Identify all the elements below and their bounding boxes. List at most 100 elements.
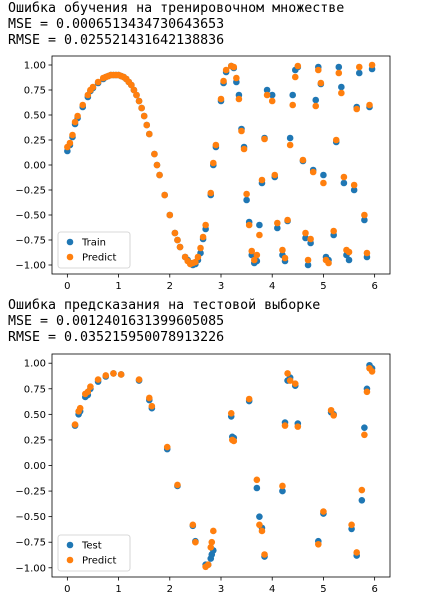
chart1-point-predict [309, 168, 317, 176]
chart2-point-test [358, 496, 366, 504]
chart1-point-predict [230, 63, 238, 71]
chart1-legend-label: Predict [82, 253, 117, 264]
chart1-point-predict [291, 73, 299, 81]
chart1-point-train [320, 171, 327, 179]
chart2-point-predict [163, 443, 171, 451]
chart2-point-test [361, 424, 368, 431]
chart2-y-tick-label: −0.75 [15, 538, 46, 549]
chart1-point-predict [217, 95, 225, 103]
chart2-point-predict [348, 521, 355, 529]
chart2-point-predict [294, 423, 302, 430]
chart2-point-predict [204, 561, 212, 569]
chart1-point-predict [128, 81, 135, 89]
chart1-series-predict [64, 61, 376, 268]
train-mse: MSE = 0.0006513434730643653 [8, 17, 225, 32]
chart1-point-predict [304, 256, 312, 264]
chart2-legend: Test Predict [57, 534, 131, 572]
chart2-point-predict [363, 388, 371, 396]
chart1-point-train [274, 224, 281, 232]
chart1-point-predict [235, 95, 243, 103]
chart2-y-tick-label: −0.50 [15, 512, 46, 523]
chart2-legend-marker [66, 541, 74, 549]
chart1-point-predict [332, 136, 340, 144]
chart2-legend-label: Predict [82, 556, 117, 567]
chart2-point-predict [84, 388, 92, 396]
chart2-point-predict [207, 544, 215, 551]
chart1-point-predict [69, 131, 76, 139]
chart1-y-tick-label: 0.75 [24, 86, 46, 97]
chart2-point-predict [76, 404, 84, 412]
chart1-point-predict [248, 247, 256, 255]
chart1-point-predict [199, 233, 207, 241]
chart2-point-predict [146, 394, 153, 402]
chart1-x-tick-label: 2 [167, 281, 173, 292]
train-title: Ошибка обучения на тренировочном множест… [8, 1, 345, 16]
chart1-point-predict [253, 251, 261, 259]
chart1-point-train [304, 261, 312, 269]
chart1-point-predict [161, 191, 168, 199]
chart2-series-predict [71, 365, 376, 571]
chart1-point-predict [210, 159, 217, 167]
chart1-point-predict [320, 179, 327, 187]
chart1-legend-label: Train [81, 238, 106, 249]
chart1-y-tick-label: −0.50 [15, 211, 46, 222]
chart2-x-tick-label: 2 [167, 584, 173, 595]
chart2-point-predict [174, 481, 181, 489]
chart1-point-predict [153, 161, 161, 169]
chart1-point-predict [271, 171, 279, 179]
chart1-point-train [263, 86, 271, 94]
chart2-legend-label: Test [81, 541, 102, 552]
chart2-y-tick-label: −0.25 [15, 487, 46, 498]
chart2-point-predict [258, 527, 266, 535]
chart1-point-predict [135, 97, 143, 105]
chart1-point-predict [220, 77, 227, 85]
chart2-x-tick-label: 3 [218, 584, 224, 595]
chart1-point-predict [307, 235, 314, 243]
chart2-point-predict [110, 370, 117, 377]
chart1-point-train [289, 91, 296, 99]
chart2-x-tick-label: 5 [320, 584, 326, 595]
chart2-y-tick-label: −1.00 [15, 563, 46, 574]
chart1-point-train [340, 179, 348, 187]
chart2-y-tick-label: 1.00 [24, 359, 46, 370]
chart1-y-tick-label: −0.25 [15, 186, 46, 197]
chart2-point-predict [94, 376, 102, 383]
chart2-point-predict [230, 437, 238, 445]
chart2-x-tick-label: 0 [64, 584, 70, 595]
chart1-point-predict [353, 105, 361, 113]
chart1-point-predict [146, 130, 153, 138]
chart1-point-train [350, 186, 358, 194]
test-scatter-chart: 0 1 2 3 4 5 6 −1.00 −0.75 −0.50 −0.25 0.00 0.25 0.50 0… [15, 353, 391, 595]
chart2-point-predict [330, 412, 337, 419]
chart1-legend-box [57, 231, 131, 269]
chart2-point-predict [327, 406, 335, 414]
chart1-point-predict [166, 211, 174, 219]
test-rmse: RMSE = 0.035215950078913226 [8, 330, 225, 345]
chart1-point-train [335, 63, 343, 71]
chart2-x-tick-label: 4 [269, 584, 275, 595]
chart1-point-predict [174, 236, 181, 244]
chart1-x-tick-label: 3 [218, 281, 224, 292]
chart2-x-tick-label: 6 [371, 584, 377, 595]
chart2-point-predict [284, 370, 291, 377]
chart1-point-predict [350, 181, 358, 189]
chart1-point-predict [335, 69, 343, 77]
chart2-point-predict [87, 383, 94, 391]
chart1-point-train [312, 96, 320, 104]
chart1-point-predict [151, 150, 158, 158]
chart1-y-tick-label: 0.50 [24, 111, 46, 122]
chart1-legend: Train Predict [57, 231, 131, 269]
chart1-point-predict [176, 243, 184, 251]
chart1-point-predict [330, 227, 337, 235]
chart1-y-tick-label: 0.25 [24, 136, 46, 147]
chart1-x-tick-label: 6 [371, 281, 377, 292]
chart2-y-tick-label: 0.50 [24, 410, 46, 421]
chart1-point-predict [315, 66, 322, 74]
chart1-point-predict [294, 62, 302, 70]
chart1-point-predict [66, 139, 74, 147]
chart1-point-predict [256, 231, 263, 239]
chart1-point-predict [222, 66, 230, 74]
chart1-point-predict [133, 91, 140, 99]
chart1-point-predict [171, 229, 179, 237]
chart2-point-predict [279, 482, 286, 490]
